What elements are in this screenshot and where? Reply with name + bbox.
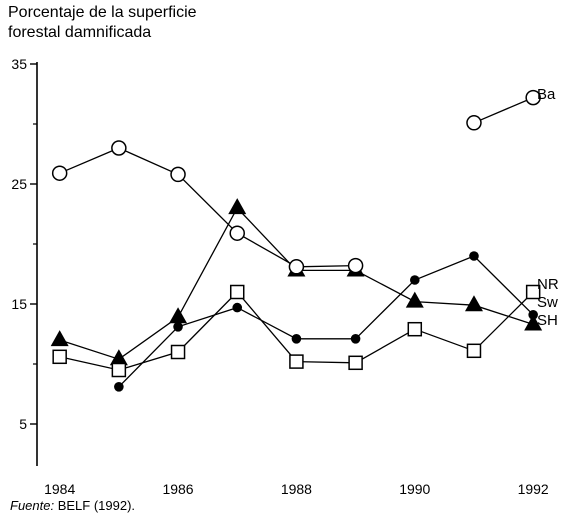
y-tick-label: 5 [19, 416, 27, 432]
y-tick-label: 15 [11, 296, 27, 312]
data-point-sh [464, 295, 483, 312]
data-point-sh [405, 291, 424, 308]
data-point-sh [50, 330, 69, 347]
series-line-ba [59, 147, 356, 268]
y-axis-label: Porcentaje de la superficie forestal dam… [8, 3, 197, 43]
x-tick-label: 1986 [162, 481, 193, 497]
y-axis-label-line-1: Porcentaje de la superficie [8, 4, 197, 21]
x-tick-label: 1988 [281, 481, 312, 497]
data-point-nr [289, 354, 304, 369]
y-tick-label: 25 [11, 176, 27, 192]
source-note: Fuente: BELF (1992). [10, 498, 135, 513]
data-point-ba [51, 165, 68, 181]
source-label: Fuente: [10, 498, 55, 513]
data-point-sw [232, 302, 243, 313]
x-tick-label: 1984 [44, 481, 75, 497]
data-point-sw [291, 334, 302, 344]
data-point-sw [173, 322, 183, 332]
data-point-ba [111, 140, 127, 156]
x-tick-label: 1990 [399, 481, 430, 497]
data-point-sw [350, 334, 361, 344]
data-point-sh [228, 198, 247, 215]
data-point-nr [111, 362, 127, 378]
series-label-sh: SH [537, 312, 558, 329]
series-line-ba [473, 97, 534, 124]
series-label-sw: Sw [537, 294, 558, 311]
data-point-ba [525, 89, 541, 106]
data-point-nr [229, 284, 245, 300]
series-line-sw [118, 255, 534, 388]
data-point-ba [347, 257, 364, 274]
data-point-sh [524, 314, 543, 331]
source-text: BELF (1992). [54, 498, 136, 513]
y-tick-label: 35 [11, 56, 27, 72]
data-point-nr [466, 343, 482, 359]
series-label-ba: Ba [537, 86, 556, 103]
data-point-nr [407, 321, 423, 337]
x-tick-label: 1992 [518, 481, 549, 497]
data-point-nr [525, 284, 541, 300]
data-point-sh [109, 349, 128, 366]
data-point-sw [114, 382, 124, 392]
data-point-sw [469, 251, 479, 261]
data-point-sw [409, 275, 420, 285]
series-label-nr: NR [537, 276, 559, 293]
data-point-sh [169, 307, 188, 324]
data-point-nr [348, 355, 363, 371]
data-point-sw [528, 310, 538, 320]
data-point-nr [52, 349, 67, 365]
data-point-nr [170, 344, 186, 360]
y-axis-label-line-2: forestal damnificada [8, 24, 152, 41]
data-point-ba [170, 166, 186, 183]
data-point-ba [229, 225, 245, 241]
data-point-ba [288, 259, 305, 275]
data-point-ba [466, 115, 482, 131]
